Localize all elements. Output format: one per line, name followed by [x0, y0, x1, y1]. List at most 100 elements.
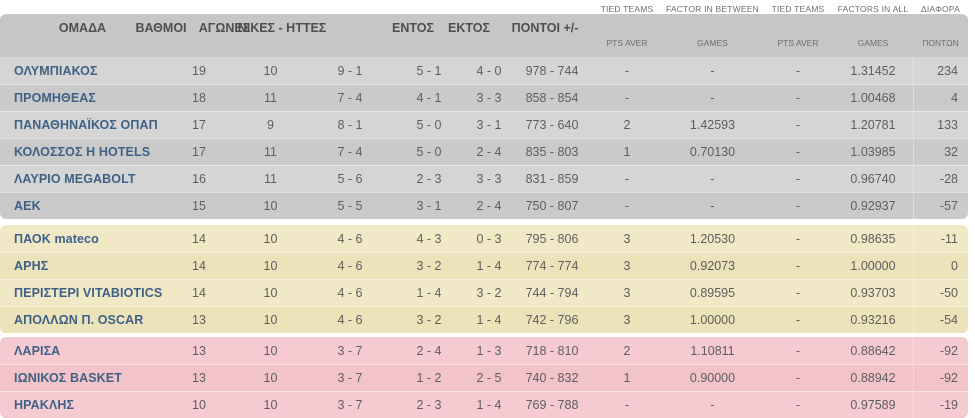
- tied-pts-aver-1-cell: 3: [623, 313, 631, 327]
- points-cell: 16: [192, 172, 206, 186]
- pts-plus-minus-cell: 795 - 806: [525, 231, 579, 246]
- points-diff-cell: 4: [913, 85, 968, 111]
- team-name-link[interactable]: ΛΑΥΡΙΟ MEGABOLT: [14, 172, 136, 186]
- points-diff-cell: -28: [913, 166, 968, 192]
- table-row: ΠΕΡΙΣΤΕΡΙ VITABIOTICS 14 10 4 - 6 1 - 4 …: [0, 279, 968, 306]
- pts-plus-minus-cell: 831 - 859: [525, 172, 579, 186]
- tied-pts-aver-2-cell: -: [795, 199, 801, 213]
- team-name-link[interactable]: ΠΕΡΙΣΤΕΡΙ VITABIOTICS: [14, 286, 163, 300]
- wins-losses-cell: 7 - 4: [337, 91, 363, 105]
- home-record-cell: 5 - 0: [416, 145, 442, 159]
- zone-safe-rows: ΟΛΥΜΠΙΑΚΟΣ 19 10 9 - 1 5 - 1 4 - 0 978 -…: [0, 57, 968, 219]
- pts-plus-minus-cell: 740 - 832: [525, 371, 579, 385]
- tied-pts-aver-2-cell: -: [795, 231, 801, 246]
- pts-plus-minus-cell: 750 - 807: [525, 199, 579, 213]
- col-header-pts-aver-1: PTS AVER: [606, 38, 648, 48]
- factors-all-games-cell: 0.93216: [850, 313, 896, 327]
- team-name-link[interactable]: ΑΕΚ: [14, 199, 41, 213]
- team-name-link[interactable]: ΛΑΡΙΣΑ: [14, 343, 61, 358]
- team-name-link[interactable]: ΑΡΗΣ: [14, 259, 49, 273]
- tied-pts-aver-1-cell: -: [624, 91, 630, 105]
- tied-pts-aver-1-cell: 3: [623, 286, 631, 300]
- zone-mid-rows: ΠΑΟΚ mateco 14 10 4 - 6 4 - 3 0 - 3 795 …: [0, 225, 968, 333]
- pts-plus-minus-cell: 858 - 854: [525, 91, 579, 105]
- factor-between-games-cell: 1.10811: [690, 343, 735, 358]
- tied-pts-aver-2-cell: -: [795, 145, 801, 159]
- points-diff-cell: -50: [913, 280, 968, 306]
- table-row: ΠΑΝΑΘΗΝΑΪΚΟΣ ΟΠΑΠ 17 9 8 - 1 5 - 0 3 - 1…: [0, 111, 968, 138]
- games-cell: 10: [263, 343, 278, 358]
- top-label-tied-teams-2: TIED TEAMS: [763, 1, 833, 14]
- home-record-cell: 1 - 4: [416, 286, 442, 300]
- pts-plus-minus-cell: 718 - 810: [525, 343, 579, 358]
- team-name-link[interactable]: ΠΡΟΜΗΘΕΑΣ: [14, 91, 97, 105]
- points-cell: 13: [192, 371, 206, 385]
- table-row: ΟΛΥΜΠΙΑΚΟΣ 19 10 9 - 1 5 - 1 4 - 0 978 -…: [0, 57, 968, 84]
- team-name-link[interactable]: ΠΑΝΑΘΗΝΑΪΚΟΣ ΟΠΑΠ: [14, 118, 158, 132]
- col-header-team: ΟΜΑΔΑ: [58, 21, 107, 35]
- factor-between-games-cell: 1.20530: [689, 231, 736, 246]
- top-label-tied-teams-1: TIED TEAMS: [592, 1, 662, 14]
- zone-safe-block: ΟΜΑΔΑ ΒΑΘΜΟΙ ΑΓΩΝΕΣ ΝΙΚΕΣ - ΗΤΤΕΣ ΕΝΤΟΣ …: [0, 14, 968, 219]
- wins-losses-cell: 3 - 7: [337, 371, 363, 385]
- team-name-link[interactable]: ΙΩΝΙΚΟΣ BASKET: [14, 371, 122, 385]
- games-cell: 10: [263, 259, 278, 273]
- factor-between-games-cell: 0.92073: [689, 259, 736, 273]
- points-cell: 14: [192, 231, 206, 246]
- pts-plus-minus-cell: 769 - 788: [525, 398, 579, 412]
- factors-all-games-cell: 0.88942: [850, 371, 896, 385]
- factor-between-games-cell: -: [710, 63, 715, 78]
- zone-relegation-block: ΛΑΡΙΣΑ 13 10 3 - 7 2 - 4 1 - 3 718 - 810…: [0, 337, 968, 418]
- factors-all-games-cell: 1.31452: [850, 63, 896, 78]
- points-diff-cell: -57: [913, 193, 968, 219]
- tied-pts-aver-2-cell: -: [795, 259, 801, 273]
- tied-pts-aver-2-cell: -: [795, 118, 801, 132]
- games-cell: 10: [263, 313, 278, 327]
- table-row: ΑΡΗΣ 14 10 4 - 6 3 - 2 1 - 4 774 - 774 3…: [0, 252, 968, 279]
- table-row: ΠΑΟΚ mateco 14 10 4 - 6 4 - 3 0 - 3 795 …: [0, 225, 968, 252]
- team-name-link[interactable]: ΚΟΛΟΣΣΟΣ Η HOTELS: [14, 145, 151, 159]
- points-diff-cell: -19: [913, 392, 968, 418]
- factor-between-games-cell: 1.42593: [689, 118, 736, 132]
- home-record-cell: 3 - 1: [416, 199, 442, 213]
- points-cell: 17: [192, 118, 206, 132]
- col-header-games: ΑΓΩΝΕΣ: [198, 21, 251, 35]
- tied-pts-aver-1-cell: -: [624, 172, 630, 186]
- team-name-link[interactable]: ΑΠΟΛΛΩΝ Π. OSCAR: [14, 313, 144, 327]
- wins-losses-cell: 7 - 4: [337, 145, 363, 159]
- wins-losses-cell: 4 - 6: [337, 231, 363, 246]
- points-cell: 19: [192, 63, 206, 78]
- games-cell: 10: [263, 398, 278, 412]
- col-header-pts-aver-2: PTS AVER: [777, 38, 819, 48]
- home-record-cell: 2 - 3: [416, 398, 442, 412]
- col-header-points: ΒΑΘΜΟΙ: [135, 21, 187, 35]
- wins-losses-cell: 4 - 6: [337, 286, 363, 300]
- col-header-pts-plus-minus: ΠΟΝΤΟΙ +/-: [511, 21, 579, 35]
- factor-between-games-cell: -: [710, 398, 715, 412]
- team-name-link[interactable]: ΗΡΑΚΛΗΣ: [14, 398, 75, 412]
- points-cell: 15: [192, 199, 206, 213]
- factors-all-games-cell: 1.03985: [850, 145, 896, 159]
- factors-all-games-cell: 1.20781: [850, 118, 896, 132]
- tied-pts-aver-2-cell: -: [795, 313, 801, 327]
- team-cell: ΠΑΝΑΘΗΝΑΪΚΟΣ ΟΠΑΠ: [0, 112, 165, 138]
- home-record-cell: 1 - 2: [416, 371, 442, 385]
- top-label-factors-in-all: FACTORS IN ALL: [833, 1, 913, 14]
- tied-pts-aver-1-cell: -: [624, 398, 630, 412]
- points-cell: 14: [192, 259, 206, 273]
- tied-pts-aver-1-cell: 3: [623, 259, 631, 273]
- games-cell: 9: [267, 118, 274, 132]
- team-name-link[interactable]: ΠΑΟΚ mateco: [14, 231, 99, 246]
- games-cell: 10: [263, 286, 278, 300]
- tied-pts-aver-1-cell: 1: [623, 371, 631, 385]
- tied-pts-aver-2-cell: -: [795, 343, 801, 358]
- away-record-cell: 3 - 2: [476, 286, 502, 300]
- factors-all-games-cell: 0.92937: [850, 199, 896, 213]
- team-name-link[interactable]: ΟΛΥΜΠΙΑΚΟΣ: [14, 63, 98, 78]
- points-diff-cell: 133: [913, 112, 968, 138]
- tied-pts-aver-2-cell: -: [795, 398, 801, 412]
- away-record-cell: 2 - 4: [476, 199, 502, 213]
- factors-all-games-cell: 0.97589: [850, 398, 896, 412]
- team-cell: ΟΛΥΜΠΙΑΚΟΣ: [0, 57, 165, 84]
- tied-pts-aver-2-cell: -: [795, 172, 801, 186]
